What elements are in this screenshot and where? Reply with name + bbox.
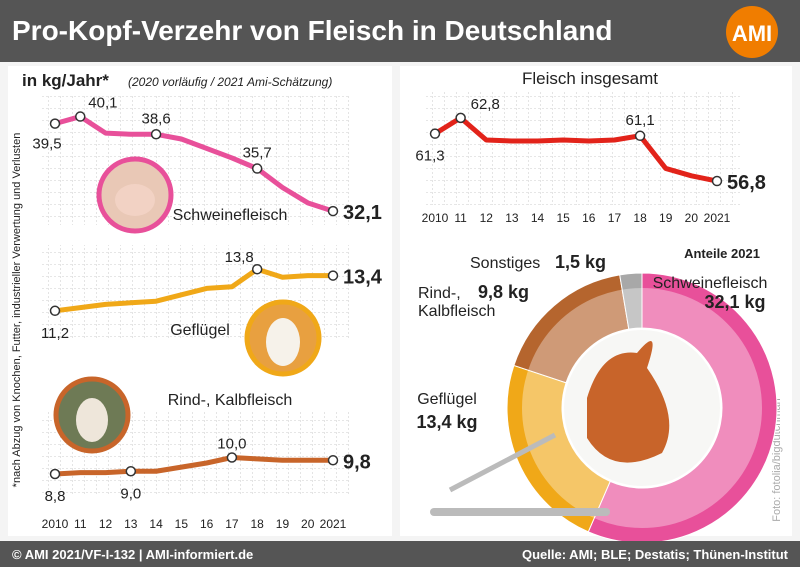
point	[75, 111, 86, 122]
x-tick-label: 14	[149, 517, 163, 531]
point	[49, 305, 61, 317]
slice-value-label: 1,5 kg	[555, 252, 606, 272]
x-tick-label: 17	[608, 211, 622, 225]
value-label: 35,7	[243, 145, 272, 162]
point	[455, 112, 466, 124]
point	[49, 118, 61, 129]
value-label: 39,5	[32, 136, 61, 153]
value-label: 38,6	[141, 110, 170, 127]
value-label: 9,0	[120, 485, 141, 502]
footnote: *nach Abzug von Knochen, Futter, industr…	[11, 133, 23, 488]
fork	[448, 432, 557, 493]
line	[54, 266, 333, 314]
x-tick-label: 16	[582, 211, 596, 225]
x-tick-label: 18	[633, 211, 647, 225]
x-tick-label: 19	[276, 517, 290, 531]
footer-bar	[0, 541, 800, 567]
logo-badge	[726, 6, 778, 58]
x-tick-label: 16	[200, 517, 214, 531]
value-label: 56,8	[727, 172, 766, 194]
category-label: Sonstiges	[470, 255, 540, 272]
remark: (2020 vorläufig / 2021 Ami-Schätzung)	[128, 75, 332, 89]
label-line: Rind-,	[418, 285, 461, 302]
knife	[430, 508, 610, 516]
unit-label: in kg/Jahr*	[22, 71, 109, 90]
donut-chart	[430, 272, 778, 544]
chart-title: Fleisch insgesamt	[522, 69, 658, 88]
inner-ring	[522, 288, 762, 528]
value-label: 32,1	[343, 202, 382, 224]
value-label: 40,1	[88, 95, 117, 112]
category-label: Rind-, Kalbfleisch	[418, 285, 495, 320]
cow-head	[76, 398, 108, 442]
grid	[425, 90, 740, 205]
series-name: Geflügel	[170, 322, 230, 339]
title: Pro-Kopf-Verzehr von Fleisch in Deutschl…	[12, 15, 613, 46]
slice-value-label: 32,1 kg	[704, 292, 765, 312]
value-label: 13,8	[225, 249, 254, 266]
x-tick-label: 13	[124, 517, 138, 531]
value-label: 61,1	[625, 112, 654, 129]
value-label: 13,4	[343, 267, 383, 289]
x-tick-label: 18	[251, 517, 265, 531]
chart-title: Anteile 2021	[684, 246, 760, 261]
pig-head	[115, 184, 155, 216]
line	[54, 114, 334, 214]
point	[251, 263, 263, 275]
donut-segment	[506, 364, 611, 533]
x-tick-label: 12	[480, 211, 494, 225]
x-tick-label: 20	[301, 517, 315, 531]
category-label: Geflügel	[417, 391, 477, 408]
x-tick-label: 17	[225, 517, 239, 531]
point	[429, 128, 441, 139]
line	[433, 115, 718, 184]
value-label: 10,0	[217, 436, 246, 453]
x-tick-label: 14	[531, 211, 545, 225]
point	[327, 270, 339, 281]
footer-left: © AMI 2021/VF-I-132 | AMI-informiert.de	[12, 547, 253, 562]
value-label: 11,2	[41, 325, 69, 342]
x-tick-label: 19	[659, 211, 673, 225]
value-label: 61,3	[415, 148, 444, 165]
value-label: 8,8	[45, 488, 66, 505]
chicken-leg	[587, 341, 670, 463]
point	[327, 205, 339, 217]
point	[150, 129, 162, 140]
grid	[40, 95, 350, 225]
x-tick-label: 20	[685, 211, 699, 225]
point	[226, 452, 238, 463]
x-tick-label: 15	[175, 517, 189, 531]
header-bar	[0, 0, 800, 62]
point	[49, 468, 61, 480]
x-tick-label: 2021	[320, 517, 347, 531]
point	[634, 130, 646, 142]
line	[54, 455, 333, 477]
value-label: 62,8	[471, 96, 500, 113]
slice-value-label: 13,4 kg	[416, 412, 477, 432]
x-tick-label: 2021	[704, 211, 731, 225]
point	[251, 163, 263, 174]
series-name: Rind-, Kalbfleisch	[168, 392, 293, 409]
donut-segment	[619, 272, 643, 330]
slice-value-label: 9,8 kg	[478, 282, 529, 302]
x-tick-label: 13	[505, 211, 519, 225]
series-name: Schweinefleisch	[173, 207, 288, 224]
chicken-body	[266, 318, 300, 366]
point	[125, 466, 137, 477]
x-tick-label: 12	[99, 517, 113, 531]
x-tick-label: 15	[557, 211, 571, 225]
logo: AMI	[732, 21, 772, 46]
label-line: Kalbfleisch	[418, 303, 495, 320]
x-tick-label: 2010	[42, 517, 69, 531]
value-label: 9,8	[343, 451, 371, 473]
category-label: Schweinefleisch	[653, 275, 768, 292]
point	[711, 175, 723, 187]
point	[327, 455, 339, 466]
x-tick-label: 2010	[422, 211, 449, 225]
x-tick-label: 11	[74, 517, 87, 531]
x-tick-label: 11	[454, 211, 467, 225]
footer-right: Quelle: AMI; BLE; Destatis; Thünen-Insti…	[522, 547, 789, 562]
